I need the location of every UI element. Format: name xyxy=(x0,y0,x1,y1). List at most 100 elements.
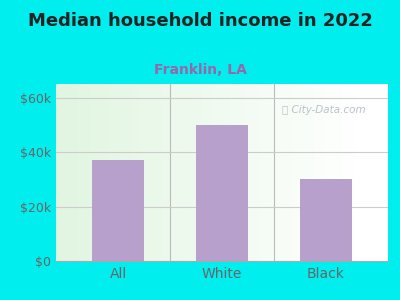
Bar xyxy=(320,84,324,261)
Bar xyxy=(255,84,258,261)
Bar xyxy=(96,84,100,261)
Bar xyxy=(361,84,364,261)
Bar xyxy=(305,84,308,261)
Bar xyxy=(333,84,336,261)
Bar xyxy=(131,84,134,261)
Bar xyxy=(352,84,355,261)
Bar xyxy=(264,84,268,261)
Bar xyxy=(72,84,75,261)
Bar xyxy=(280,84,283,261)
Bar xyxy=(355,84,358,261)
Bar xyxy=(215,84,218,261)
Bar xyxy=(364,84,367,261)
Bar xyxy=(300,179,352,261)
Bar xyxy=(268,84,271,261)
Bar xyxy=(227,84,230,261)
Bar xyxy=(221,84,224,261)
Bar xyxy=(277,84,280,261)
Bar xyxy=(103,84,106,261)
Bar xyxy=(162,84,165,261)
Bar xyxy=(318,84,320,261)
Bar xyxy=(336,84,339,261)
Bar xyxy=(339,84,342,261)
Bar xyxy=(87,84,90,261)
Bar xyxy=(149,84,152,261)
Bar xyxy=(124,84,128,261)
Bar xyxy=(346,84,348,261)
Bar xyxy=(68,84,72,261)
Bar xyxy=(224,84,227,261)
Bar xyxy=(327,84,330,261)
Bar xyxy=(292,84,296,261)
Bar xyxy=(106,84,109,261)
Bar xyxy=(342,84,346,261)
Bar xyxy=(258,84,262,261)
Bar xyxy=(190,84,193,261)
Bar xyxy=(206,84,208,261)
Bar xyxy=(199,84,202,261)
Bar xyxy=(65,84,68,261)
Bar xyxy=(159,84,162,261)
Bar xyxy=(330,84,333,261)
Bar xyxy=(202,84,206,261)
Bar xyxy=(137,84,140,261)
Bar xyxy=(177,84,180,261)
Bar xyxy=(118,84,121,261)
Bar xyxy=(171,84,174,261)
Bar xyxy=(92,160,144,261)
Text: ⓘ City-Data.com: ⓘ City-Data.com xyxy=(282,105,365,115)
Bar xyxy=(218,84,221,261)
Bar xyxy=(93,84,96,261)
Bar xyxy=(100,84,103,261)
Bar xyxy=(196,125,248,261)
Bar xyxy=(187,84,190,261)
Bar xyxy=(234,84,236,261)
Bar xyxy=(230,84,234,261)
Bar xyxy=(152,84,156,261)
Bar xyxy=(314,84,318,261)
Bar xyxy=(208,84,212,261)
Bar xyxy=(249,84,252,261)
Bar xyxy=(121,84,124,261)
Bar xyxy=(165,84,168,261)
Bar xyxy=(128,84,131,261)
Bar xyxy=(262,84,264,261)
Bar xyxy=(81,84,84,261)
Bar xyxy=(243,84,246,261)
Text: Franklin, LA: Franklin, LA xyxy=(154,63,246,77)
Bar xyxy=(193,84,196,261)
Bar xyxy=(274,84,277,261)
Bar xyxy=(174,84,177,261)
Bar xyxy=(358,84,361,261)
Bar xyxy=(240,84,243,261)
Bar xyxy=(62,84,65,261)
Bar xyxy=(296,84,299,261)
Bar xyxy=(59,84,62,261)
Bar xyxy=(302,84,305,261)
Bar xyxy=(236,84,240,261)
Bar xyxy=(324,84,327,261)
Bar xyxy=(252,84,255,261)
Bar xyxy=(84,84,87,261)
Text: Median household income in 2022: Median household income in 2022 xyxy=(28,12,372,30)
Bar xyxy=(112,84,115,261)
Bar xyxy=(90,84,93,261)
Bar xyxy=(78,84,81,261)
Bar xyxy=(168,84,171,261)
Bar xyxy=(290,84,292,261)
Bar xyxy=(348,84,352,261)
Bar xyxy=(184,84,187,261)
Bar xyxy=(311,84,314,261)
Bar xyxy=(156,84,159,261)
Bar xyxy=(212,84,215,261)
Bar xyxy=(246,84,249,261)
Bar xyxy=(196,84,199,261)
Bar xyxy=(115,84,118,261)
Bar xyxy=(146,84,149,261)
Bar xyxy=(180,84,184,261)
Bar xyxy=(143,84,146,261)
Bar xyxy=(283,84,286,261)
Bar xyxy=(109,84,112,261)
Bar xyxy=(299,84,302,261)
Bar xyxy=(134,84,137,261)
